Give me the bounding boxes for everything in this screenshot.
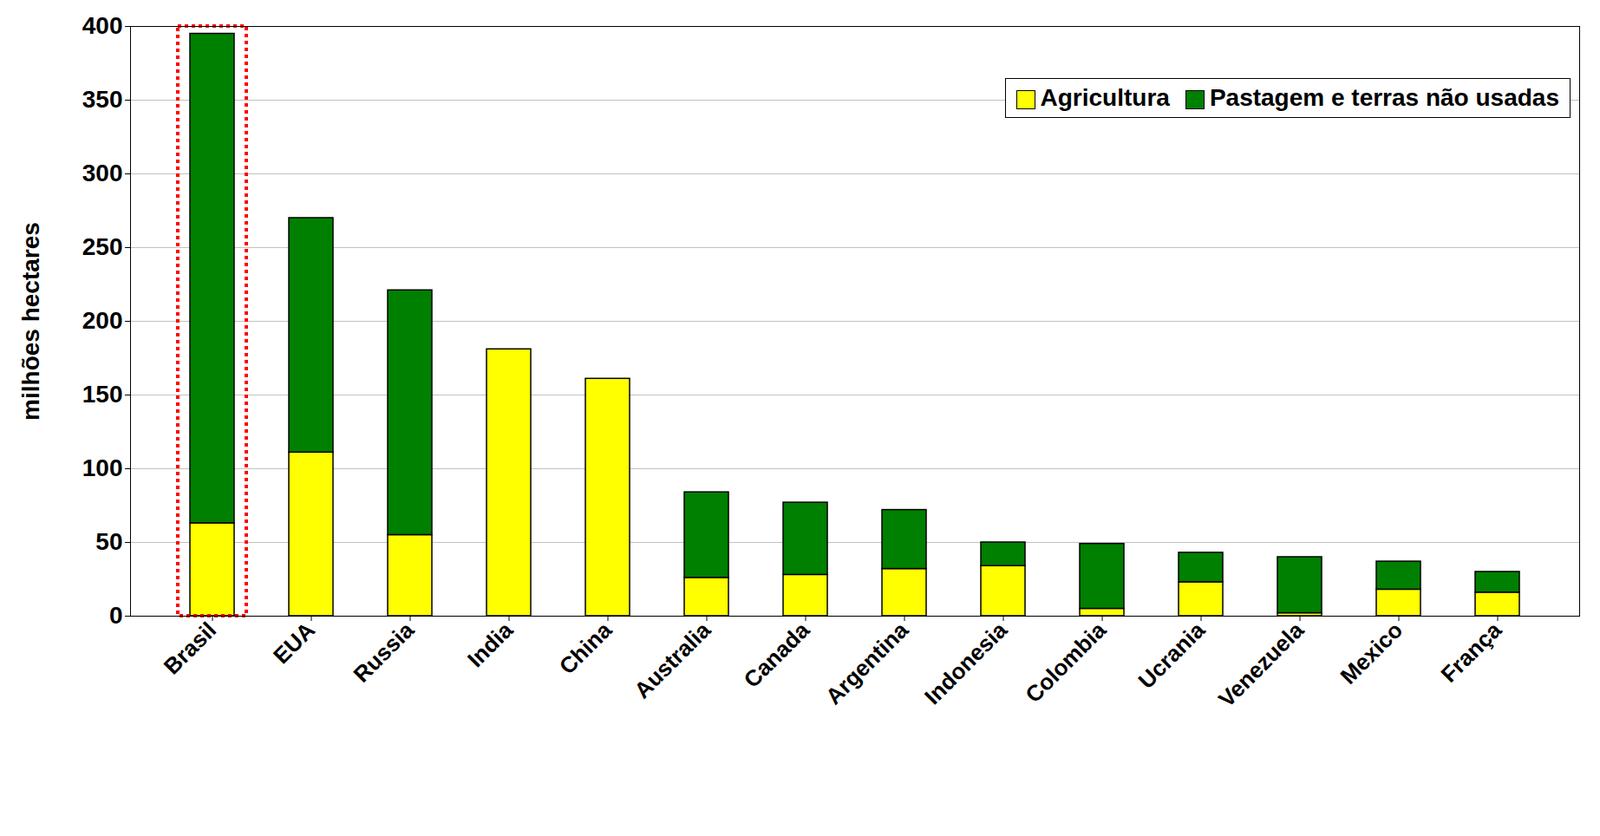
svg-text:milhões hectares: milhões hectares <box>17 222 45 421</box>
svg-text:Indonesia: Indonesia <box>919 616 1013 710</box>
svg-text:China: China <box>554 616 618 680</box>
svg-text:0: 0 <box>109 601 124 629</box>
svg-text:Venezuela: Venezuela <box>1213 616 1310 713</box>
svg-text:400: 400 <box>82 12 124 40</box>
html-text:Pastagem e terras não usadas: Pastagem e terras não usadas <box>1209 84 1560 112</box>
svg-text:200: 200 <box>82 306 124 334</box>
svg-text:350: 350 <box>82 85 124 113</box>
svg-text:Canada: Canada <box>737 616 815 693</box>
svg-text:Argentina: Argentina <box>820 616 914 710</box>
svg-text:300: 300 <box>82 159 124 187</box>
svg-text:Ucrania: Ucrania <box>1132 616 1210 694</box>
svg-text:Mexico: Mexico <box>1335 616 1409 690</box>
svg-text:França: França <box>1436 616 1508 688</box>
svg-text:250: 250 <box>82 233 124 261</box>
svg-text:EUA: EUA <box>267 616 320 669</box>
svg-text:150: 150 <box>82 380 124 408</box>
svg-text:Colombia: Colombia <box>1019 616 1111 708</box>
html-text:Agricultura: Agricultura <box>1040 84 1170 112</box>
svg-text:Russia: Russia <box>348 616 420 688</box>
svg-text:100: 100 <box>82 454 124 482</box>
svg-text:Australia: Australia <box>628 616 716 704</box>
svg-text:Brasil: Brasil <box>158 616 222 680</box>
svg-text:50: 50 <box>95 528 123 556</box>
svg-text:India: India <box>462 616 518 673</box>
